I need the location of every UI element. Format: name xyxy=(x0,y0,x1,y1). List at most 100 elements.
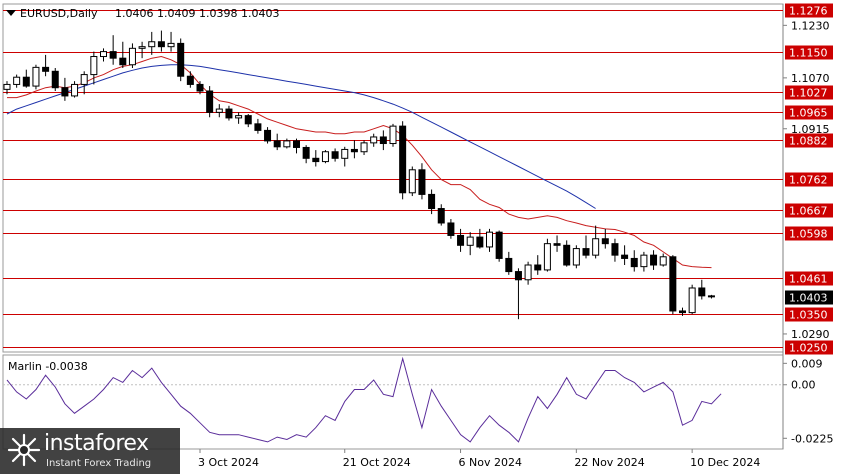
marlin-line xyxy=(6,356,722,443)
time-axis: 3 Oct 2024 21 Oct 2024 6 Nov 2024 22 Nov 20… xyxy=(198,449,760,469)
candle-body xyxy=(293,140,300,148)
candle xyxy=(582,235,590,259)
candle xyxy=(90,51,98,85)
candle-body xyxy=(698,287,706,297)
candle-body xyxy=(659,256,667,266)
level-label-box xyxy=(785,45,833,60)
candle-body xyxy=(524,264,532,281)
candle xyxy=(688,284,696,315)
candle xyxy=(630,250,638,272)
candle xyxy=(418,163,426,200)
candle-body xyxy=(379,136,387,145)
indicator-label: Marlin -0.0038 xyxy=(8,360,88,373)
candle-body xyxy=(476,236,484,248)
candle xyxy=(167,31,175,52)
candle xyxy=(514,268,522,320)
level-label-box xyxy=(785,133,833,148)
candle xyxy=(707,294,715,299)
candle xyxy=(495,230,503,262)
candle xyxy=(235,112,243,124)
candle-body xyxy=(514,271,522,281)
candle xyxy=(534,255,542,275)
candle xyxy=(100,48,107,62)
level-label: 1.0250 xyxy=(789,342,828,355)
candle-body xyxy=(302,146,310,159)
candle xyxy=(486,228,493,252)
indicator-tick-label: -0.0225 xyxy=(791,432,833,445)
candle-body xyxy=(428,193,436,210)
current-price-label: 1.0403 xyxy=(789,292,828,305)
candle xyxy=(370,133,378,147)
level-label-box xyxy=(785,172,833,187)
candle xyxy=(71,81,79,98)
candle xyxy=(601,228,609,249)
candle-body xyxy=(437,208,445,224)
candle-body xyxy=(3,83,11,90)
candle-body xyxy=(196,83,204,92)
candle-body xyxy=(601,238,609,245)
candle xyxy=(254,118,262,134)
candle xyxy=(679,307,686,316)
candle-body xyxy=(167,42,175,48)
candle-body xyxy=(80,74,88,85)
candle-body xyxy=(679,310,686,314)
candle-body xyxy=(640,254,648,268)
time-tick-label: 22 Nov 2024 xyxy=(574,456,644,469)
level-label-box xyxy=(785,226,833,241)
candle-body xyxy=(447,222,455,236)
marlin-indicator: 0.009 0.00 -0.0225 xyxy=(3,356,833,445)
candle-body xyxy=(283,140,291,148)
collapse-triangle-icon[interactable] xyxy=(6,10,16,16)
candle xyxy=(650,250,658,270)
candle-body xyxy=(128,47,136,66)
candle xyxy=(640,251,648,272)
candle xyxy=(572,245,580,269)
candle xyxy=(80,71,88,95)
candle xyxy=(466,232,474,256)
candle-body xyxy=(254,123,262,131)
candle-body xyxy=(42,66,50,72)
candle xyxy=(3,81,11,95)
candle-body xyxy=(186,75,194,85)
level-label-box xyxy=(785,203,833,218)
level-label-box xyxy=(785,105,833,120)
axis-ticks: 1.1230 1.1070 1.0915 1.0290 xyxy=(783,19,830,341)
candle-body xyxy=(389,125,397,145)
candle-body xyxy=(32,66,40,87)
candle xyxy=(476,228,484,249)
level-label: 1.0350 xyxy=(789,309,828,322)
candle-body xyxy=(90,56,98,76)
candle xyxy=(437,204,445,226)
price-panel xyxy=(2,3,784,353)
candle-body xyxy=(264,129,272,142)
candle xyxy=(447,219,455,239)
candle xyxy=(206,86,214,118)
candle xyxy=(563,240,571,267)
candle xyxy=(505,251,513,275)
candle xyxy=(659,253,667,267)
candle xyxy=(215,104,223,118)
instaforex-logo: instaforex Instant Forex Trading xyxy=(0,428,180,474)
candle xyxy=(389,123,397,147)
candle xyxy=(128,43,136,69)
candle-body xyxy=(215,108,223,113)
current-price-box xyxy=(785,290,833,305)
candle-body xyxy=(553,243,561,246)
candle-body xyxy=(331,151,339,159)
logo-subtitle: Instant Forex Trading xyxy=(46,458,152,469)
candle-body xyxy=(71,83,79,97)
candle-body xyxy=(13,76,21,85)
candle-body xyxy=(177,42,185,77)
candle-body xyxy=(466,236,474,246)
candle xyxy=(186,71,194,88)
candle xyxy=(244,113,252,128)
candle xyxy=(350,140,358,159)
candle-body xyxy=(312,157,320,163)
candle-body xyxy=(621,254,629,259)
candle-body xyxy=(321,151,329,163)
ma-fast-line xyxy=(7,55,712,269)
candle xyxy=(42,54,50,77)
time-tick-label: 10 Dec 2024 xyxy=(690,456,760,469)
candle xyxy=(264,127,272,144)
